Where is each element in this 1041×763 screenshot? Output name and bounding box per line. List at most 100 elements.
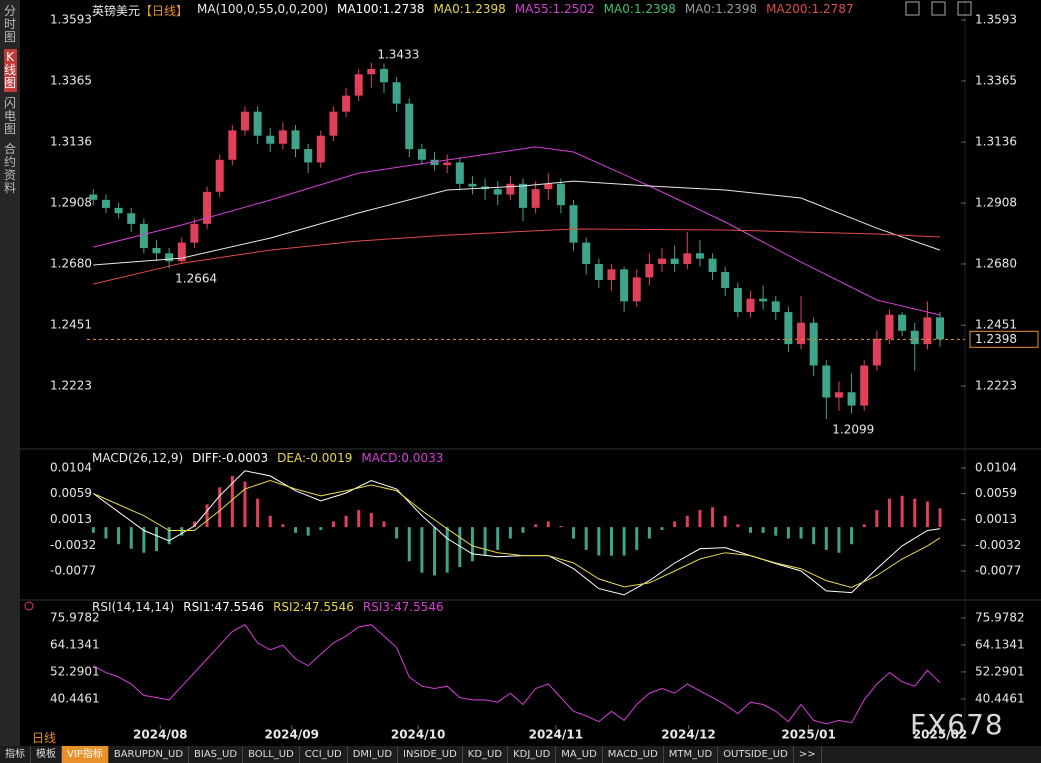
y-tick-label: 1.2223 xyxy=(50,379,92,393)
icon-button[interactable] xyxy=(957,1,972,16)
macd-bar xyxy=(433,527,437,576)
y-tick-label: 64.1341 xyxy=(50,637,100,651)
candle-body xyxy=(455,162,464,184)
candle-body xyxy=(620,269,629,302)
toolbar-tab[interactable]: CCI_UD xyxy=(300,746,348,763)
toolbar-tab[interactable]: >> xyxy=(794,746,822,763)
macd-bar xyxy=(597,527,601,556)
candle-body xyxy=(645,263,654,278)
candle-body xyxy=(936,317,945,340)
sidebar-tab[interactable]: 分时图 xyxy=(3,4,16,44)
macd-bar xyxy=(534,524,538,528)
macd-bar xyxy=(635,527,639,550)
x-tick-label: 2024/12 xyxy=(661,728,715,742)
macd-bar xyxy=(142,527,146,553)
candle-body xyxy=(266,135,275,144)
candle-body xyxy=(797,322,806,345)
candle-body xyxy=(215,159,224,192)
macd-bar xyxy=(256,498,260,528)
y-tick-label: 0.0059 xyxy=(50,486,92,500)
macd-bar xyxy=(938,508,942,528)
toolbar-tab[interactable]: BARUPDN_UD xyxy=(109,746,190,763)
y-tick-label: 0.0013 xyxy=(975,512,1017,526)
candle-body xyxy=(582,242,591,264)
macd-bar xyxy=(281,524,285,528)
toolbar-tab[interactable]: VIP指标 xyxy=(62,746,109,763)
last-price-label: 1.2398 xyxy=(975,332,1017,346)
indicator-value: DIFF:-0.0003 xyxy=(192,451,269,465)
candle-body xyxy=(519,183,527,208)
candle-body xyxy=(493,189,502,195)
sidebar-tab[interactable]: 闪电图 xyxy=(3,96,16,136)
toolbar-tab[interactable]: DMI_UD xyxy=(348,746,399,763)
candle-body xyxy=(165,253,174,262)
candle-body xyxy=(607,269,616,281)
candle-body xyxy=(127,213,136,224)
candle-body xyxy=(594,263,603,281)
x-tick-label: 2024/09 xyxy=(264,728,318,742)
toolbar-tab[interactable]: MACD_UD xyxy=(603,746,664,763)
toolbar-tab[interactable]: INSIDE_UD xyxy=(398,746,463,763)
macd-bar xyxy=(230,475,234,528)
toolbar-tab[interactable]: MA_UD xyxy=(556,746,603,763)
candle-body xyxy=(759,298,768,302)
y-tick-label: 1.3593 xyxy=(50,13,92,27)
x-tick-label: 2024/10 xyxy=(391,728,445,742)
icon-button[interactable] xyxy=(931,1,946,16)
period-tab[interactable]: 日线 xyxy=(32,731,57,745)
sidebar: 分时图 K线图闪电图合约资料 xyxy=(0,0,20,746)
indicator-value: MA100:1.2738 xyxy=(337,2,425,16)
candle-body xyxy=(240,111,249,131)
toolbar-tab[interactable]: 模板 xyxy=(31,746,62,763)
y-tick-label: 1.3136 xyxy=(50,135,92,149)
candle-body xyxy=(721,271,730,289)
candle-body xyxy=(708,258,717,272)
macd-bar xyxy=(407,527,411,562)
candle-body xyxy=(379,68,388,83)
macd-bar xyxy=(824,527,828,550)
indicator-line xyxy=(93,180,941,266)
macd-bar xyxy=(761,527,765,533)
macd-bar xyxy=(723,515,727,528)
indicator-line xyxy=(93,146,941,316)
toolbar-tab[interactable]: BOLL_UD xyxy=(243,746,300,763)
low-annotation: 1.2099 xyxy=(832,423,874,437)
sidebar-tab[interactable]: 合约资料 xyxy=(3,142,16,195)
macd-bar xyxy=(736,524,740,528)
x-tick-label: 2025/02 xyxy=(913,728,967,742)
candle-body xyxy=(683,253,692,264)
candle-body xyxy=(101,199,110,208)
toolbar-tab[interactable]: 指标 xyxy=(0,746,31,763)
y-tick-label: 1.2680 xyxy=(975,256,1017,270)
macd-bar xyxy=(559,525,563,528)
toolbar-tab[interactable]: KDJ_UD xyxy=(508,746,557,763)
y-tick-label: 1.2680 xyxy=(50,256,92,270)
indicator-line xyxy=(93,624,941,725)
candle-body xyxy=(114,207,123,214)
candle-body xyxy=(872,338,881,366)
macd-bar xyxy=(243,481,247,528)
candle-body xyxy=(860,365,869,406)
candle-body xyxy=(632,277,641,302)
toolbar-tab[interactable]: BIAS_UD xyxy=(189,746,244,763)
icon-button[interactable] xyxy=(905,1,920,16)
sidebar-tab[interactable]: K线图 xyxy=(3,49,17,92)
indicator-value: RSI2:47.5546 xyxy=(273,600,354,614)
macd-bar xyxy=(609,527,613,556)
y-tick-label: 0.0013 xyxy=(50,512,92,526)
title: RSI(14,14,14) xyxy=(92,600,175,614)
toolbar-tab[interactable]: OUTSIDE_UD xyxy=(718,746,794,763)
title: MACD(26,12,9) xyxy=(92,451,184,465)
low-annotation: 1.2664 xyxy=(175,272,217,286)
macd-bar xyxy=(192,521,196,528)
toolbar-tab[interactable]: KD_UD xyxy=(463,746,509,763)
indicator-header: RSI(14,14,14) RSI1:47.5546 RSI2:47.5546 RSI… xyxy=(92,600,444,614)
macd-bar xyxy=(344,515,348,528)
toolbar-tab[interactable]: MTM_UD xyxy=(664,746,719,763)
candle-body xyxy=(468,183,477,187)
y-tick-label: 1.3365 xyxy=(50,73,92,87)
candle-body xyxy=(910,330,919,345)
y-tick-label: 1.3593 xyxy=(975,13,1017,27)
indicator-toggle[interactable] xyxy=(24,601,34,611)
macd-bar xyxy=(180,527,184,536)
